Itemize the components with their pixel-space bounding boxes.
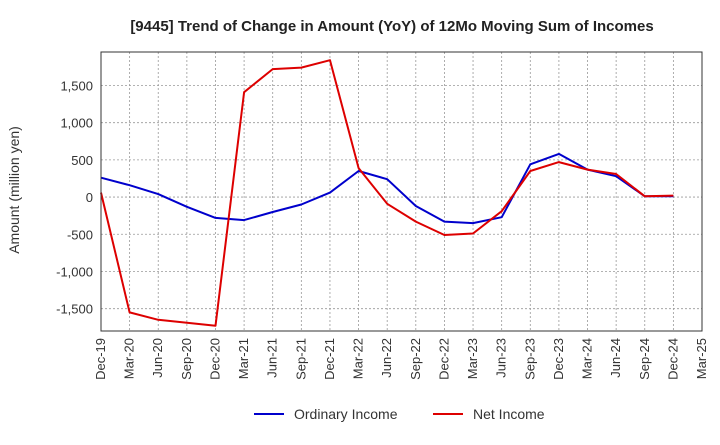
- x-tick-label: Sep-20: [179, 338, 194, 380]
- y-tick-label: -1,500: [56, 302, 93, 317]
- x-tick-label: Jun-22: [379, 338, 394, 378]
- x-tick-label: Dec-19: [93, 338, 108, 380]
- legend: Ordinary Income Net Income: [254, 406, 545, 422]
- x-tick-label: Dec-24: [665, 338, 680, 380]
- y-tick-label: 0: [86, 190, 93, 205]
- x-tick-label: Mar-24: [580, 338, 595, 379]
- x-tick-label: Sep-24: [637, 338, 652, 380]
- x-tick-label: Sep-23: [522, 338, 537, 380]
- x-tick-label: Dec-20: [207, 338, 222, 380]
- plot-border: [100, 51, 703, 332]
- x-tick-label: Dec-23: [551, 338, 566, 380]
- x-tick-label: Mar-20: [122, 338, 137, 379]
- y-tick-label: 1,000: [60, 116, 93, 131]
- x-tick-label: Jun-24: [608, 338, 623, 378]
- x-tick-label: Dec-22: [436, 338, 451, 380]
- x-tick-label: Sep-21: [293, 338, 308, 380]
- y-axis-title: Amount (million yen): [6, 126, 22, 254]
- x-tick-label: Mar-23: [465, 338, 480, 379]
- x-tick-label: Jun-23: [494, 338, 509, 378]
- x-tick-label: Sep-22: [408, 338, 423, 380]
- x-tick-label: Jun-21: [265, 338, 280, 378]
- x-tick-label: Mar-21: [236, 338, 251, 379]
- y-tick-label: -1,000: [56, 264, 93, 279]
- legend-label-ordinary-income: Ordinary Income: [294, 406, 398, 422]
- series-line-net-income: [100, 59, 674, 327]
- x-tick-label: Dec-21: [322, 338, 337, 380]
- plot-area: -1,500 -1,000 -500 0 500 1,000 1,500 Dec-19 Mar-…: [56, 51, 709, 380]
- y-tick-label: 500: [71, 153, 93, 168]
- x-tick-label: Jun-20: [150, 338, 165, 378]
- legend-label-net-income: Net Income: [473, 406, 545, 422]
- series-line-ordinary-income: [100, 152, 674, 225]
- x-tick-label: Mar-25: [694, 338, 709, 379]
- y-tick-label: -500: [67, 227, 93, 242]
- chart-title: [9445] Trend of Change in Amount (YoY) o…: [130, 18, 653, 35]
- y-tick-label: 1,500: [60, 78, 93, 93]
- x-tick-label: Mar-22: [351, 338, 366, 379]
